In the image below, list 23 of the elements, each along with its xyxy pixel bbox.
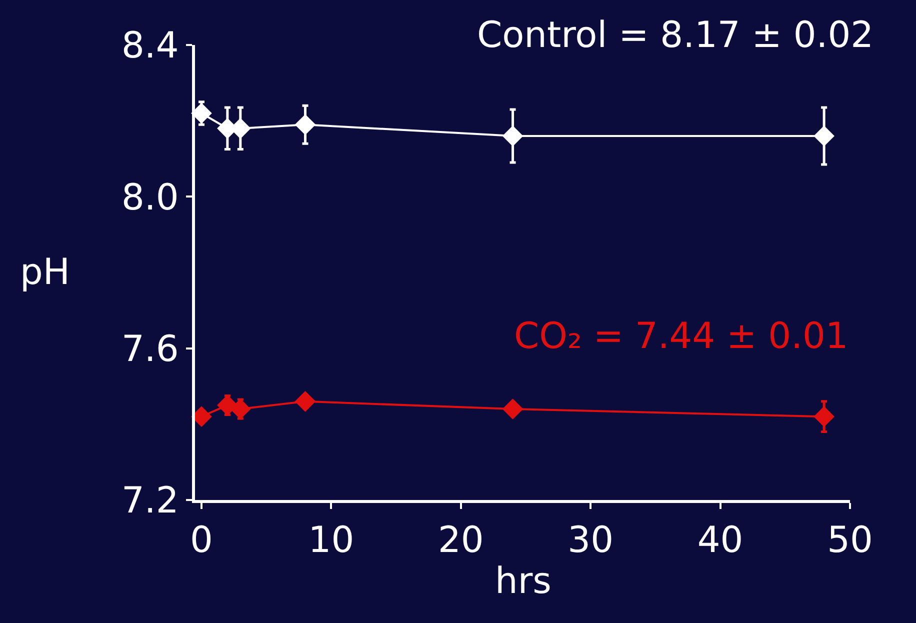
point xyxy=(230,398,251,420)
x-tick-label: 20 xyxy=(438,520,484,562)
x-tick-label: 30 xyxy=(568,520,614,562)
point xyxy=(502,126,524,146)
x-tick-label: 40 xyxy=(697,520,744,562)
y-tick-label: 8.0 xyxy=(122,177,179,218)
y-tick-label: 7.6 xyxy=(122,328,179,370)
point xyxy=(191,102,212,124)
point xyxy=(814,406,834,427)
point xyxy=(191,406,212,427)
point xyxy=(294,114,316,136)
x-tick-label: 10 xyxy=(308,520,354,562)
point xyxy=(814,126,834,146)
y-axis-title: pH xyxy=(20,252,70,293)
x-axis-title: hrs xyxy=(495,561,552,602)
x-tick-label: 50 xyxy=(827,520,873,562)
annotation: Control = 8.17 ± 0.02 xyxy=(477,15,874,56)
y-tick-label: 7.2 xyxy=(122,480,179,522)
point xyxy=(502,398,524,420)
y-tick-label: 8.4 xyxy=(122,26,179,67)
x-tick-label: 0 xyxy=(190,520,213,562)
annotation: CO₂ = 7.44 ± 0.01 xyxy=(514,316,848,357)
point xyxy=(294,391,316,412)
